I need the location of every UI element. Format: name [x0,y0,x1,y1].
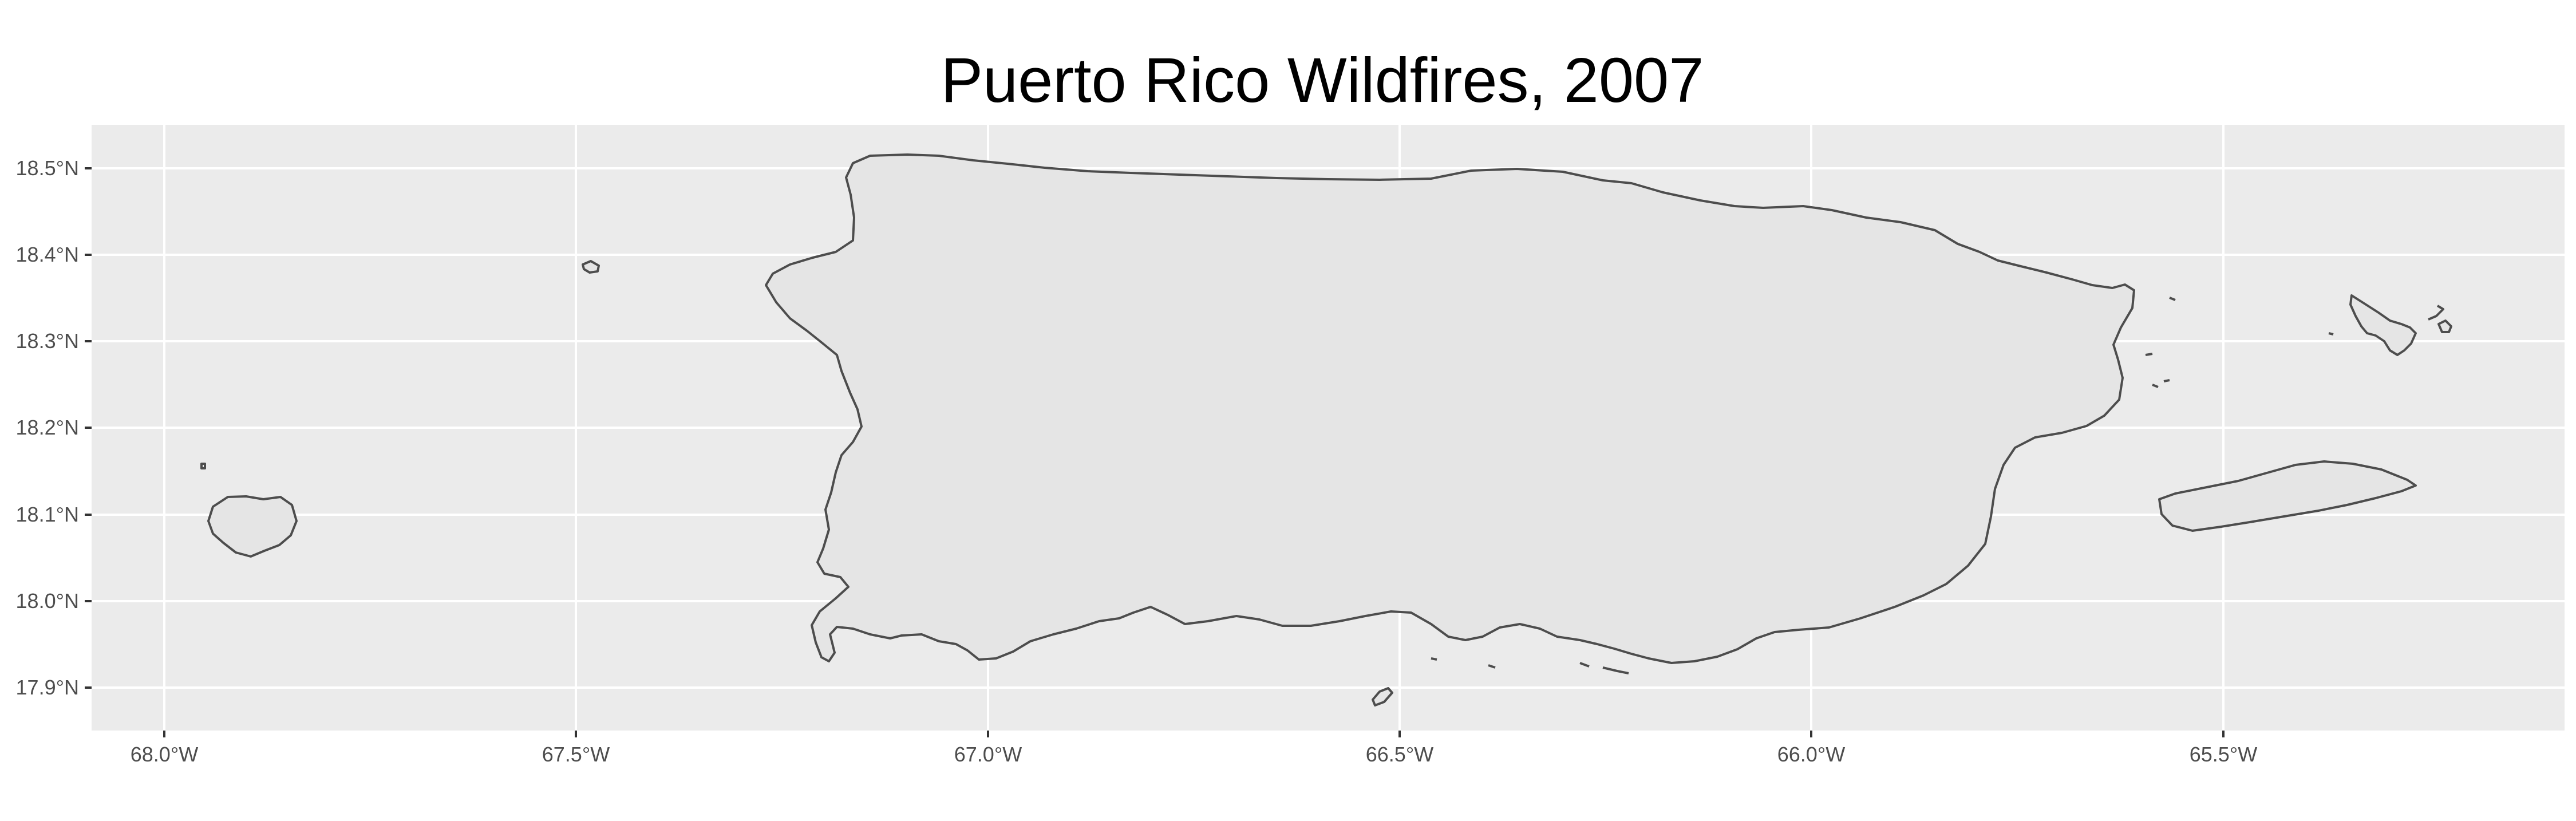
x-tick-label: 67.5°W [542,743,610,766]
icacos-islets [2145,297,2176,388]
puerto-rico-main-island [765,153,2135,664]
vieques-island [2158,460,2417,532]
south-coast-islets [1431,657,1629,674]
x-tick-label: 67.0°W [954,743,1022,766]
x-tick-label: 65.5°W [2190,743,2257,766]
caja-de-muertos-island [1372,687,1393,706]
monito-islet [200,463,206,469]
mona-island [207,495,298,558]
y-tick-label: 17.9°N [16,676,79,699]
y-tick-label: 18.2°N [16,416,79,439]
y-tick-label: 18.0°N [16,589,79,613]
x-axis: 68.0°W 67.5°W 67.0°W 66.5°W 66.0°W 65.5°… [131,731,2257,766]
x-tick-label: 66.0°W [1777,743,1845,766]
land-features [200,153,2452,706]
east-cays [2328,305,2444,335]
y-tick-label: 18.5°N [16,156,79,180]
x-tick-label: 66.5°W [1366,743,1433,766]
culebra-island [2349,294,2417,356]
desecheo-island [582,260,600,274]
y-tick-label: 18.3°N [16,329,79,353]
x-tick-label: 68.0°W [131,743,198,766]
y-tick-label: 18.1°N [16,503,79,526]
y-tick-label: 18.4°N [16,243,79,266]
culebrita-island [2437,319,2452,333]
map-title: Puerto Rico Wildfires, 2007 [941,45,1704,116]
y-axis: 18.5°N 18.4°N 18.3°N 18.2°N 18.1°N 18.0°… [16,156,92,699]
